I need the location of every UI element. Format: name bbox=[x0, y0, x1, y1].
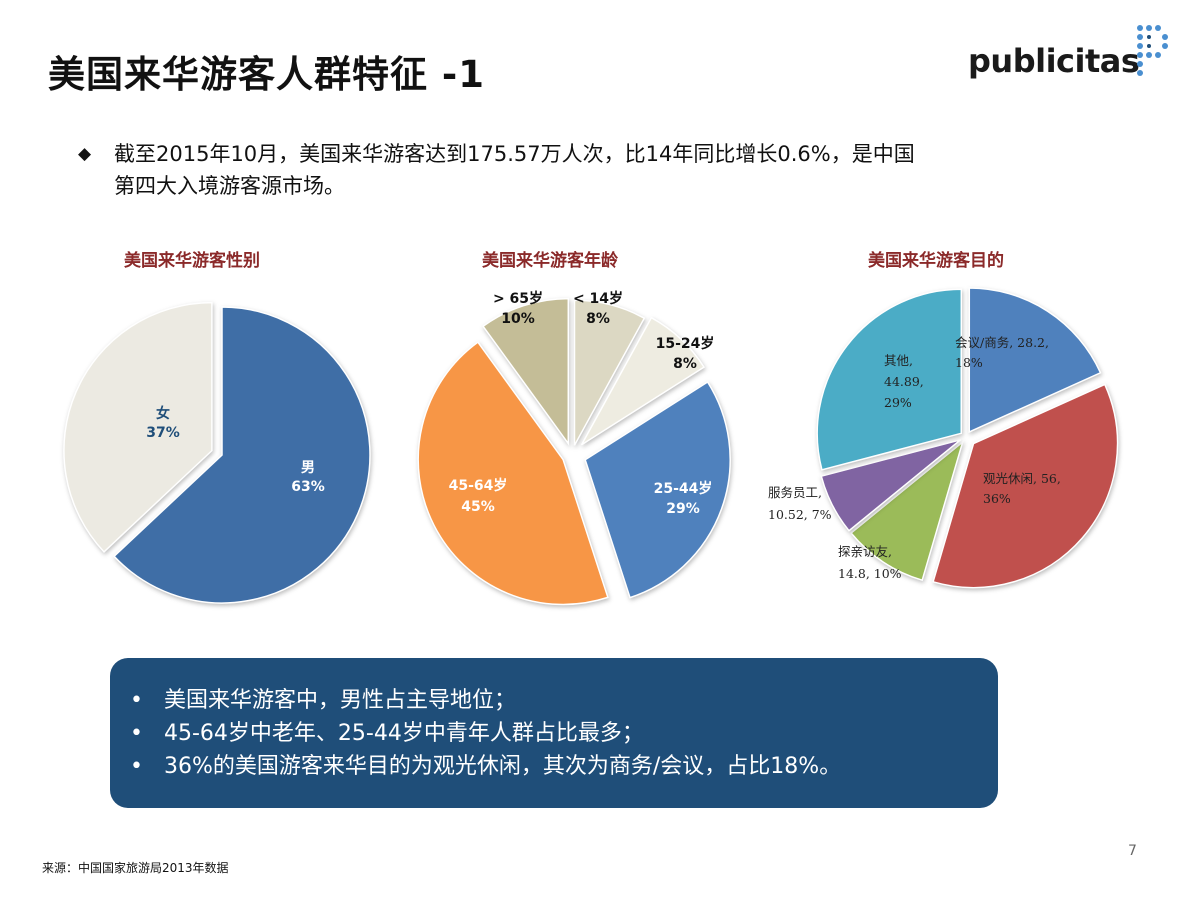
age-slice-value-label: 8% bbox=[586, 311, 610, 327]
gender-slice bbox=[63, 301, 213, 553]
intro-text: 截至2015年10月，美国来华游客达到175.57万人次，比14年同比增长0.6… bbox=[114, 142, 915, 198]
age-slice-name-label: 15-24岁 bbox=[656, 335, 715, 352]
bullet-dot-icon: • bbox=[130, 688, 143, 713]
page-number: 7 bbox=[1128, 843, 1137, 859]
publicitas-logo: publicitas bbox=[968, 22, 1178, 86]
purpose-slice-label: 会议/商务, 28.2, bbox=[955, 335, 1049, 350]
logo-dots-icon bbox=[1137, 25, 1168, 76]
logo-text: publicitas bbox=[968, 42, 1140, 80]
bullet-dot-icon: • bbox=[130, 721, 143, 746]
purpose-pie bbox=[816, 287, 1119, 589]
age-chart-title: 美国来华游客年龄 bbox=[482, 251, 618, 271]
summary-item: • 45-64岁中老年、25-44岁中青年人群占比最多； bbox=[130, 717, 841, 750]
age-slice bbox=[580, 316, 706, 446]
summary-item-text: 美国来华游客中，男性占主导地位； bbox=[164, 688, 517, 713]
gender-pie bbox=[63, 301, 371, 604]
purpose-slice-label: 36% bbox=[983, 491, 1011, 506]
age-slice bbox=[482, 297, 570, 446]
age-slice-value-label: 45% bbox=[461, 499, 495, 515]
purpose-slice bbox=[850, 439, 965, 582]
age-pie bbox=[417, 297, 731, 606]
source-note: 来源：中国国家旅游局2013年数据 bbox=[42, 861, 229, 875]
age-slice-value-label: 29% bbox=[666, 501, 700, 517]
age-slice-name-label: < 14岁 bbox=[573, 290, 623, 307]
summary-item-text: 45-64岁中老年、25-44岁中青年人群占比最多； bbox=[164, 721, 644, 746]
gender-slice bbox=[113, 306, 371, 604]
gender-slice-name-label: 女 bbox=[156, 405, 170, 422]
summary-item-text: 36%的美国游客来华目的为观光休闲，其次为商务/会议，占比18%。 bbox=[164, 754, 842, 779]
age-slice-value-label: 10% bbox=[501, 311, 535, 327]
gender-chart-title: 美国来华游客性别 bbox=[124, 251, 260, 271]
age-slice-name-label: 25-44岁 bbox=[654, 480, 713, 497]
bullet-dot-icon: • bbox=[130, 754, 143, 779]
age-slice bbox=[584, 380, 731, 599]
diamond-bullet-icon: ◆ bbox=[78, 144, 92, 164]
purpose-slice-label: 10.52, 7% bbox=[768, 507, 832, 522]
purpose-slice-label: 探亲访友, bbox=[838, 544, 892, 559]
age-slice bbox=[417, 341, 609, 606]
intro-paragraph: ◆ 截至2015年10月，美国来华游客达到175.57万人次，比14年同比增长0… bbox=[78, 138, 924, 202]
age-slice bbox=[573, 299, 646, 446]
page-title: 美国来华游客人群特征 -1 bbox=[48, 53, 485, 96]
purpose-slice bbox=[968, 287, 1102, 434]
purpose-slice-label: 29% bbox=[884, 395, 912, 410]
gender-slice-value-label: 63% bbox=[291, 479, 325, 495]
age-slice-name-label: 45-64岁 bbox=[449, 477, 508, 494]
summary-item: • 36%的美国游客来华目的为观光休闲，其次为商务/会议，占比18%。 bbox=[130, 750, 841, 783]
summary-item: • 美国来华游客中，男性占主导地位； bbox=[130, 684, 841, 717]
purpose-slice bbox=[820, 438, 962, 532]
purpose-slice-label: 其他, bbox=[884, 353, 913, 368]
purpose-chart-title: 美国来华游客目的 bbox=[868, 251, 1004, 271]
gender-slice-value-label: 37% bbox=[146, 425, 180, 441]
gender-slice-name-label: 男 bbox=[301, 460, 315, 476]
purpose-slice-label: 服务员工, bbox=[768, 485, 822, 500]
purpose-slice-label: 14.8, 10% bbox=[838, 566, 902, 581]
age-slice-name-label: > 65岁 bbox=[493, 290, 543, 307]
summary-list: • 美国来华游客中，男性占主导地位； • 45-64岁中老年、25-44岁中青年… bbox=[130, 684, 841, 783]
purpose-slice-label: 44.89, bbox=[884, 374, 924, 389]
purpose-slice-label: 观光休闲, 56, bbox=[983, 471, 1061, 486]
purpose-slice-label: 18% bbox=[955, 355, 983, 370]
purpose-slice bbox=[816, 288, 963, 471]
summary-box: • 美国来华游客中，男性占主导地位； • 45-64岁中老年、25-44岁中青年… bbox=[110, 658, 998, 808]
age-slice-value-label: 8% bbox=[673, 356, 697, 372]
purpose-slice bbox=[932, 383, 1119, 589]
